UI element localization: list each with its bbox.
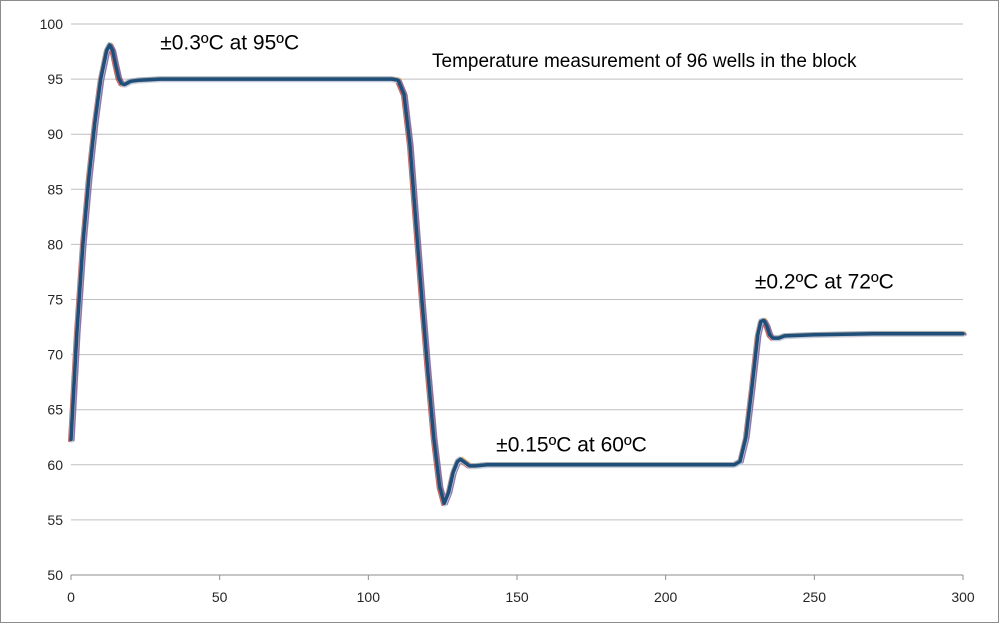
annotation-label: ±0.15ºC at 60ºC: [496, 434, 647, 457]
chart-title: Temperature measurement of 96 wells in t…: [432, 51, 857, 72]
series-line: [69, 43, 965, 506]
y-tick-label: 75: [47, 292, 63, 308]
y-tick-label: 70: [47, 347, 63, 363]
axes: [70, 574, 964, 580]
y-tick-label: 55: [47, 512, 63, 528]
series-lines: [68, 42, 967, 507]
annotation-label: ±0.3ºC at 95ºC: [160, 31, 299, 54]
x-tick-label: 250: [803, 589, 827, 605]
x-tick-label: 50: [212, 589, 228, 605]
annotation-label: ±0.2ºC at 72ºC: [755, 270, 894, 293]
y-tick-label: 100: [40, 16, 64, 32]
x-tick-label: 0: [67, 589, 75, 605]
y-tick-label: 85: [47, 181, 63, 197]
y-tick-label: 80: [47, 236, 63, 252]
annotations: ±0.3ºC at 95ºC ±0.15ºC at 60ºC ±0.2ºC at 7…: [160, 31, 894, 456]
x-tick-label: 200: [654, 589, 678, 605]
y-tick-label: 65: [47, 402, 63, 418]
x-tick-label: 300: [951, 589, 975, 605]
y-tick-label: 50: [47, 567, 63, 583]
y-tick-label: 95: [47, 71, 63, 87]
y-tick-label: 60: [47, 457, 63, 473]
x-tick-label: 100: [357, 589, 381, 605]
y-tick-label: 90: [47, 126, 63, 142]
x-tick-label: 150: [505, 589, 529, 605]
